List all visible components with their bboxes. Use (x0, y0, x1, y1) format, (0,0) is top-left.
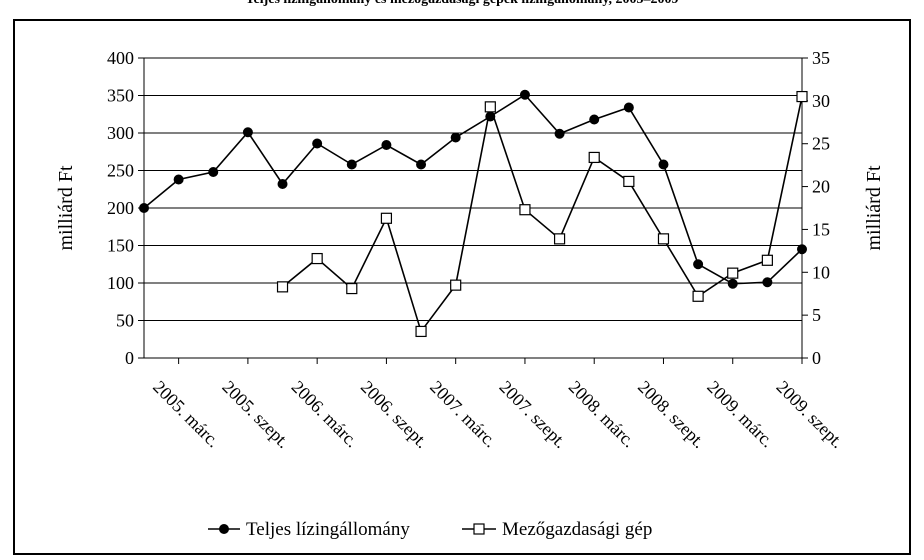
legend-marker-1 (219, 524, 229, 534)
series-2-point (692, 290, 704, 302)
left-tick-label: 250 (107, 161, 134, 181)
series-1-point (346, 159, 357, 170)
series-1-point (762, 277, 773, 288)
series-1-point (519, 89, 530, 100)
series-2-point (311, 252, 323, 265)
series-1-point (312, 138, 323, 149)
right-tick-label: 15 (812, 219, 830, 239)
right-tick-label: 0 (812, 348, 821, 368)
left-tick-label: 400 (107, 48, 134, 68)
series-1-point (623, 102, 634, 113)
series-1-point (173, 174, 184, 185)
legend-marker-2 (473, 523, 485, 535)
left-tick-label: 300 (107, 123, 134, 143)
series-1-point (381, 140, 392, 150)
series-1-point (589, 114, 600, 125)
left-tick-label: 350 (107, 86, 134, 106)
series-1-point (277, 179, 288, 189)
series-2-point (346, 282, 358, 295)
legend-label-2: Mezőgazdasági gép (502, 519, 652, 540)
series-1-point (416, 159, 427, 170)
right-axis-ticks: 0 5 10 15 20 25 30 35 (802, 48, 830, 368)
chart-border (13, 19, 911, 555)
series-2-point (519, 204, 531, 216)
series-2-point (380, 212, 393, 224)
legend: Teljes lízingállomány Mezőgazdasági gép (208, 519, 652, 540)
right-tick-label: 30 (812, 91, 830, 111)
series-2-point (657, 233, 670, 245)
series-2-point (623, 175, 635, 188)
left-tick-label: 150 (107, 236, 134, 256)
left-tick-label: 0 (125, 348, 134, 368)
series-2-point (727, 267, 739, 279)
right-tick-label: 10 (812, 262, 830, 282)
series-2-point (796, 90, 808, 103)
series-2-point (415, 325, 427, 338)
left-tick-label: 100 (107, 273, 134, 293)
left-axis-label: milliárd Ft (55, 165, 77, 250)
series-1-point (797, 244, 807, 255)
gridlines (144, 57, 802, 321)
series-1-point (693, 259, 704, 270)
series-2-point (450, 279, 462, 291)
right-tick-label: 35 (812, 48, 830, 68)
series-1-point (554, 128, 565, 139)
series-1-point (139, 203, 149, 213)
left-tick-label: 200 (107, 198, 134, 218)
top-strip (0, 0, 924, 12)
series-2-point (553, 233, 566, 245)
series-2-point (588, 151, 600, 164)
legend-label-1: Teljes lízingállomány (246, 519, 410, 540)
series-2-point (761, 254, 773, 266)
series-layer (139, 89, 808, 338)
series-2-point (484, 101, 496, 113)
right-tick-label: 20 (812, 177, 830, 197)
series-2-point (276, 281, 289, 293)
series-1-point (658, 159, 669, 170)
series-line-2 (282, 96, 803, 334)
right-tick-label: 25 (812, 134, 830, 154)
right-tick-label: 5 (812, 305, 821, 325)
series-1-point (208, 167, 219, 177)
header-strip-text: Teljes lízingállomány és mezőgazdasági g… (245, 0, 678, 7)
left-axis-ticks: 0 50 100 150 200 250 300 350 400 (107, 48, 144, 368)
right-axis-label: milliárd Ft (863, 165, 885, 250)
left-tick-label: 50 (116, 311, 134, 331)
series-1-point (727, 278, 738, 289)
series-1-point (450, 132, 461, 143)
series-line-1 (143, 93, 803, 285)
series-1-point (242, 127, 253, 138)
